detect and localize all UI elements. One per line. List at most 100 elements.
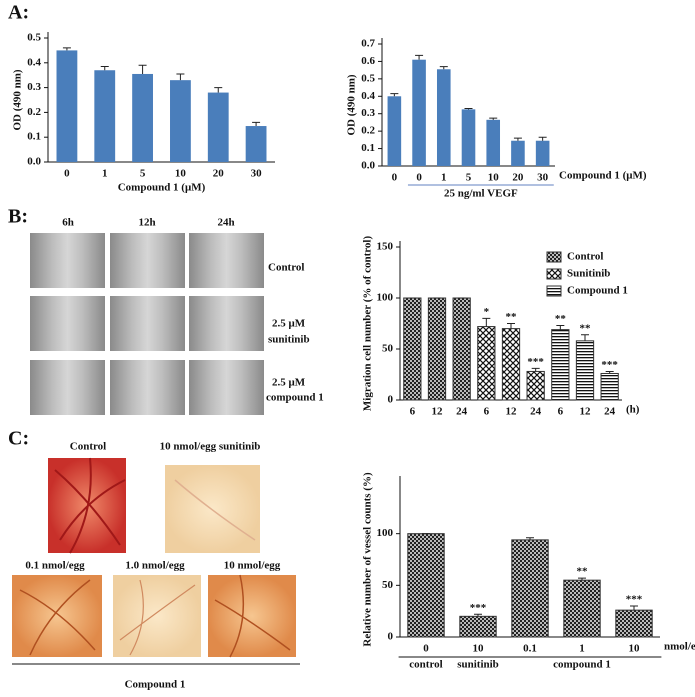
y-tick-label: 0.2 <box>361 125 375 137</box>
bar <box>132 73 153 162</box>
time-label: 24h <box>217 217 234 229</box>
significance: *** <box>601 359 618 371</box>
time-label: 6h <box>62 217 74 229</box>
bar <box>459 615 497 638</box>
y-tick-label: 0.1 <box>361 142 375 154</box>
bar <box>461 109 476 166</box>
micrograph <box>110 296 185 351</box>
micrograph <box>30 233 105 288</box>
bar <box>427 297 447 401</box>
x-tick-label: 30 <box>537 172 549 184</box>
bar <box>170 80 191 162</box>
error-bar <box>138 64 147 74</box>
error-bar <box>581 334 589 341</box>
bar <box>575 340 595 401</box>
significance: *** <box>626 594 643 606</box>
error-bar <box>415 54 424 60</box>
group-label: sunitinib <box>457 659 499 671</box>
x-tick-label: 12 <box>506 406 518 418</box>
x-axis-label: (h) <box>626 404 640 416</box>
y-tick-label: 100 <box>377 292 394 304</box>
legend-label: Control <box>567 251 603 263</box>
micrograph <box>189 296 264 351</box>
x-tick-label: 10 <box>175 168 187 180</box>
x-tick-label: 5 <box>466 172 472 184</box>
bar <box>412 59 426 166</box>
significance: *** <box>470 602 487 614</box>
bar <box>245 126 267 162</box>
cam-images: Control 10 nmol/egg sunitinib 0.1 nmol/e… <box>12 441 300 691</box>
x-tick-label: 10 <box>629 643 641 655</box>
y-tick-label: 50 <box>382 579 394 591</box>
micrograph <box>30 360 105 415</box>
egg-photo <box>113 575 201 657</box>
bar <box>452 297 471 401</box>
error-bar <box>507 323 515 329</box>
bar <box>511 140 525 166</box>
x-tick-label: 24 <box>604 406 616 418</box>
y-tick-label: 0.0 <box>27 156 41 168</box>
error-bar <box>390 93 399 97</box>
x-tick-label: 30 <box>251 168 263 180</box>
bar <box>56 50 78 162</box>
error-bar <box>100 66 109 71</box>
error-bar <box>526 537 534 540</box>
error-bar <box>464 107 473 110</box>
bar <box>600 372 619 401</box>
x-tick-label: 10 <box>473 643 485 655</box>
egg-photo <box>165 465 260 553</box>
x-axis-label: nmol/egg <box>664 641 695 653</box>
y-tick-label: 0.4 <box>27 56 41 68</box>
error-bar <box>556 325 565 330</box>
x-tick-label: 5 <box>140 168 146 180</box>
significance: ** <box>577 566 589 578</box>
x-tick-label: 0 <box>423 643 429 655</box>
significance: * <box>484 306 490 318</box>
x-tick-label: 10 <box>488 172 500 184</box>
bar <box>403 297 422 401</box>
group-label: Compound 1 <box>125 679 186 691</box>
bar <box>207 92 229 162</box>
error-bar <box>489 117 498 120</box>
y-tick-label: 0.7 <box>361 38 375 50</box>
y-tick-label: 50 <box>382 343 394 355</box>
image-label: Control <box>70 441 106 453</box>
panel-label: B: <box>8 206 28 228</box>
y-tick-label: 0.5 <box>27 32 41 44</box>
y-axis-label: OD (490 nm) <box>346 74 358 135</box>
x-tick-label: 0.1 <box>523 643 537 655</box>
y-tick-label: 0.1 <box>27 131 41 143</box>
bar <box>501 328 521 401</box>
x-axis-label: Compound 1 (μM) <box>118 182 206 194</box>
error-bar <box>252 121 261 127</box>
panel-label: A: <box>8 2 29 24</box>
x-tick-label: 12 <box>432 406 444 418</box>
error-bar <box>513 137 522 141</box>
x-tick-label: 0 <box>64 168 70 180</box>
legend-swatch <box>546 251 562 263</box>
bar <box>563 579 601 638</box>
row-label: Control <box>268 262 304 274</box>
error-bar <box>605 370 614 374</box>
x-tick-label: 0 <box>392 172 398 184</box>
x-tick-label: 6 <box>558 406 564 418</box>
image-label: 0.1 nmol/egg <box>25 560 85 572</box>
group-label: control <box>409 659 442 671</box>
x-axis-label: Compound 1 (μM) <box>559 170 647 182</box>
image-label: 10 nmol/egg <box>224 560 281 572</box>
x-tick-label: 24 <box>456 406 468 418</box>
image-label: 1.0 nmol/egg <box>125 560 185 572</box>
error-bar <box>439 66 448 70</box>
image-label: 10 nmol/egg sunitinib <box>160 441 261 453</box>
bar <box>387 96 402 166</box>
y-tick-label: 0.0 <box>361 160 375 172</box>
y-axis-label: Relative number of vessel counts (%) <box>362 472 374 647</box>
y-tick-label: 0.3 <box>361 107 375 119</box>
x-tick-label: 6 <box>484 406 490 418</box>
bar <box>477 326 496 401</box>
y-tick-label: 100 <box>377 527 394 539</box>
x-tick-label: 20 <box>512 172 524 184</box>
error-bar <box>214 87 223 93</box>
row-label: sunitinib <box>268 334 310 346</box>
